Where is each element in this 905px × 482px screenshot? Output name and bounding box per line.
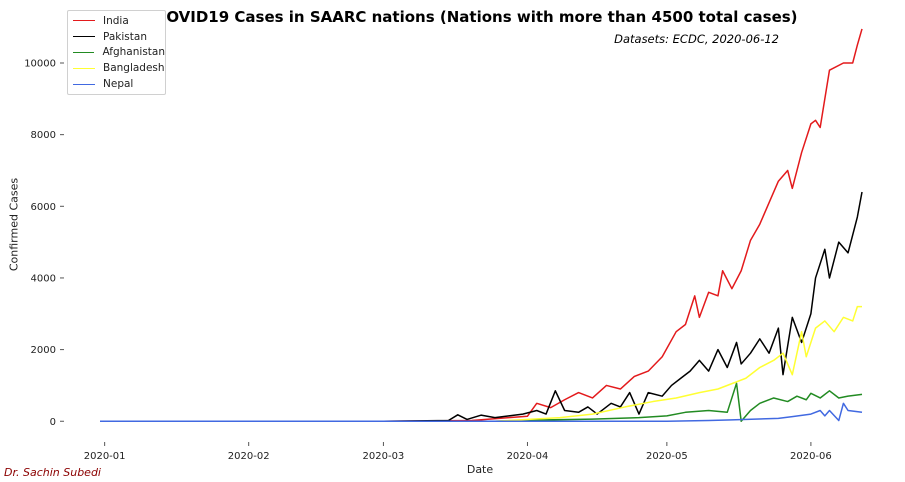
y-tick-label: 4000 — [31, 273, 56, 284]
x-tick-label: 2020-01 — [84, 451, 126, 462]
y-tick-label: 10000 — [24, 58, 56, 69]
y-tick-label: 6000 — [31, 202, 56, 213]
plot-lines — [100, 28, 863, 422]
x-tick-label: 2020-05 — [646, 451, 688, 462]
chart-title: Daily COVID19 Cases in SAARC nations (Na… — [107, 8, 798, 26]
x-tick-label: 2020-06 — [790, 451, 832, 462]
legend-swatch — [73, 67, 95, 69]
legend-swatch — [73, 20, 95, 22]
y-axis-label: Confirmed Cases — [7, 177, 21, 272]
legend-item-nepal: Nepal — [68, 76, 165, 92]
x-axis-label: Date — [466, 463, 494, 476]
series-line-india — [100, 28, 863, 422]
y-axis: 0 2000 4000 6000 8000 10000 — [24, 58, 64, 428]
legend-swatch — [73, 36, 95, 38]
legend-item-afghanistan: Afghanistan — [68, 45, 165, 61]
x-tick-label: 2020-03 — [363, 451, 405, 462]
legend-swatch — [73, 51, 95, 53]
y-tick-label: 0 — [50, 417, 56, 428]
legend-label: India — [103, 14, 129, 27]
series-line-pakistan — [100, 191, 863, 422]
x-axis: 2020-01 2020-02 2020-03 2020-04 2020-05 2020-… — [84, 442, 832, 462]
author-credit: Dr. Sachin Subedi — [4, 466, 101, 479]
y-tick-label: 2000 — [31, 345, 56, 356]
y-tick-label: 8000 — [31, 130, 56, 141]
legend-label: Afghanistan — [102, 46, 165, 59]
legend-item-pakistan: Pakistan — [68, 29, 165, 45]
x-tick-label: 2020-04 — [507, 451, 549, 462]
legend-label: Bangladesh — [103, 62, 165, 75]
series-line-afghanistan — [100, 382, 863, 422]
x-tick-label: 2020-02 — [228, 451, 270, 462]
chart-subtitle: Datasets: ECDC, 2020-06-12 — [614, 32, 779, 46]
legend-label: Nepal — [103, 78, 134, 91]
chart-legend: India Pakistan Afghanistan Bangladesh Nepal — [67, 10, 166, 95]
series-line-bangladesh — [100, 305, 862, 422]
legend-item-bangladesh: Bangladesh — [68, 60, 165, 76]
legend-item-india: India — [68, 13, 165, 29]
series-line-nepal — [100, 402, 863, 422]
legend-swatch — [73, 83, 95, 85]
legend-label: Pakistan — [103, 30, 147, 43]
